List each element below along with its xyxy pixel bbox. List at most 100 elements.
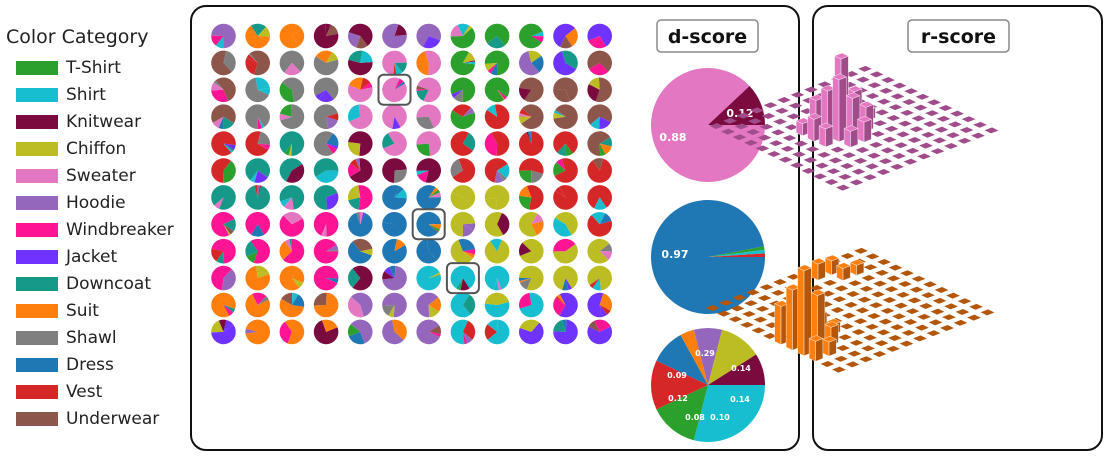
pie-slice	[519, 87, 532, 100]
pie-slice	[215, 77, 236, 102]
grid-pie	[211, 23, 236, 49]
grid-pie	[313, 77, 339, 103]
legend-swatch	[16, 277, 58, 291]
pie-slice	[256, 265, 270, 279]
bar-top	[786, 113, 801, 120]
bar-top	[911, 275, 926, 282]
pie-slice	[348, 163, 361, 177]
pie-slice	[382, 212, 407, 237]
pie-slice	[326, 192, 339, 210]
grid-pie	[279, 104, 305, 129]
bar-top	[755, 305, 770, 312]
bar-top	[950, 110, 964, 117]
pie-slice	[212, 116, 224, 128]
pie-slice	[457, 23, 470, 36]
pie-slice	[519, 113, 532, 117]
pie-slice	[562, 319, 566, 332]
pie-slice	[462, 60, 476, 63]
pie-slice	[326, 143, 339, 150]
pie-slice	[350, 159, 361, 171]
grid-pie	[519, 158, 544, 183]
bar-top	[867, 313, 881, 319]
bar-top	[865, 253, 880, 260]
grid-pie	[553, 265, 578, 291]
bar-top	[807, 113, 822, 120]
pie-slice	[280, 197, 292, 207]
legend-item-shirt: Shirt	[16, 85, 106, 105]
bar-top	[847, 350, 862, 357]
grid-pie	[553, 292, 578, 318]
pie-slice	[279, 104, 292, 117]
pie-slice	[348, 131, 373, 156]
bar-top	[896, 291, 910, 298]
pie-slice	[416, 143, 431, 156]
legend-swatch	[16, 331, 58, 345]
bar-top	[705, 305, 720, 311]
bar-top	[784, 124, 799, 131]
pie-slice	[484, 324, 498, 340]
pie-slice	[279, 23, 303, 49]
legend-item-windbreaker: Windbreaker	[16, 220, 174, 240]
bar-top	[840, 163, 854, 169]
grid-pie	[519, 212, 544, 237]
grid-pie	[211, 77, 236, 103]
pie-slice	[497, 170, 507, 182]
bar-top	[873, 280, 887, 287]
pie-slice	[519, 185, 532, 198]
pie-slice	[313, 292, 327, 306]
grid-pie	[245, 212, 270, 237]
grid-pie	[279, 23, 305, 49]
bar-face	[850, 128, 859, 148]
pie-slice	[383, 131, 407, 156]
pie-slice	[218, 116, 224, 129]
pie-slice	[279, 215, 305, 237]
pie-slice	[497, 164, 510, 179]
bar-top	[824, 179, 839, 185]
grid-pie	[553, 131, 578, 156]
bar-top	[730, 305, 745, 312]
pie-slice	[348, 84, 373, 103]
grid-pie	[553, 50, 578, 76]
pie-slice	[497, 89, 507, 100]
bar-top	[836, 262, 851, 269]
pie-slice	[325, 23, 332, 37]
pie-slice	[453, 89, 463, 103]
pie-slice	[416, 89, 429, 91]
pie-slice	[279, 321, 292, 344]
legend-swatch	[16, 223, 58, 237]
pie-slice	[279, 82, 294, 103]
pie-slice	[284, 143, 292, 156]
pie-slice	[257, 116, 263, 129]
pie-slice	[557, 143, 566, 156]
pie-slice	[497, 89, 509, 98]
pie-slice	[279, 50, 305, 73]
grid-pie	[313, 212, 339, 237]
grid-pie	[313, 185, 339, 210]
bar-top	[878, 318, 893, 325]
pie-slice	[279, 131, 305, 156]
pie-slice	[394, 62, 407, 73]
bar-top	[938, 105, 953, 111]
pie-slice	[416, 85, 429, 90]
bar-top	[890, 163, 904, 170]
legend-label: Underwear	[66, 409, 160, 429]
pie-slice	[531, 170, 544, 183]
pie-slice	[519, 292, 532, 309]
r-score-title-box	[907, 19, 1010, 53]
bar-top	[851, 168, 866, 175]
grid-pie	[519, 238, 544, 264]
pie-slice	[245, 158, 270, 181]
pie-slice	[565, 143, 573, 156]
pie-slice	[223, 160, 236, 183]
grid-pie	[279, 238, 305, 264]
grid-pie	[416, 23, 441, 49]
pie-slice	[553, 23, 576, 48]
grid-pie	[587, 23, 612, 49]
grid-pie	[279, 185, 305, 210]
d-score-title-box	[656, 19, 759, 53]
big-pie-slice	[651, 200, 765, 315]
pie-slice	[587, 84, 600, 102]
pie-slice	[587, 326, 612, 345]
bar-top	[794, 140, 808, 147]
pie-slice	[553, 320, 566, 332]
